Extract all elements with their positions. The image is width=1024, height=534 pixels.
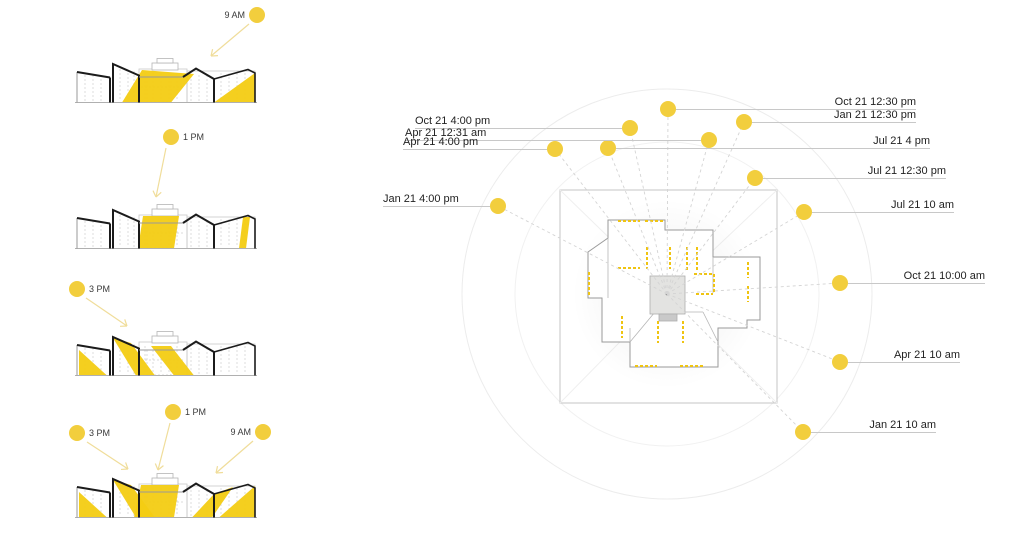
sun-icon xyxy=(69,425,85,441)
sun-icon xyxy=(795,424,811,440)
sun-position-label: Jul 21 12:30 pm xyxy=(867,165,946,177)
building-section-3pm xyxy=(75,331,257,376)
label-leader-line xyxy=(763,178,946,179)
section-time-label: 1 PM xyxy=(183,132,205,142)
building-section-9am xyxy=(75,58,257,103)
sun-position-label: Apr 21 4:00 pm xyxy=(403,136,479,148)
sun-icon xyxy=(490,198,506,214)
sun-position-label: Jan 21 10 am xyxy=(869,419,936,431)
sun-position-label: Oct 21 4:00 pm xyxy=(415,115,491,127)
label-leader-line xyxy=(752,122,916,123)
sun-icon xyxy=(600,140,616,156)
sun-icon xyxy=(622,120,638,136)
sun-position-label: Jul 21 4 pm xyxy=(873,135,930,147)
sun-position-label: Oct 21 10:00 am xyxy=(903,270,985,282)
sun-position-label: Jul 21 10 am xyxy=(891,199,954,211)
label-leader-line xyxy=(405,140,701,141)
label-leader-line xyxy=(676,109,916,110)
label-leader-line xyxy=(812,212,954,213)
sun-icon xyxy=(69,281,85,297)
sun-icon xyxy=(249,7,265,23)
building-section-1pm xyxy=(75,204,257,249)
sun-icon xyxy=(660,101,676,117)
label-leader-line xyxy=(383,206,490,207)
label-leader-line xyxy=(403,149,547,150)
sun-position-label: Oct 21 12:30 pm xyxy=(834,96,916,108)
sun-icon xyxy=(701,132,717,148)
sun-icon xyxy=(165,404,181,420)
label-leader-line xyxy=(415,128,622,129)
sun-position-label: Apr 21 10 am xyxy=(893,349,960,361)
section-time-label: 9 AM xyxy=(224,10,245,20)
sun-icon xyxy=(747,170,763,186)
sun-position-label: Jan 21 4:00 pm xyxy=(383,193,459,205)
building-section-combined xyxy=(75,473,257,518)
sun-icon xyxy=(832,354,848,370)
sun-icon xyxy=(736,114,752,130)
section-time-label: 3 PM xyxy=(89,428,111,438)
section-time-label: 1 PM xyxy=(185,407,207,417)
section-diagrams xyxy=(75,58,257,518)
sun-icon xyxy=(547,141,563,157)
label-leader-line xyxy=(811,432,936,433)
section-time-label: 3 PM xyxy=(89,284,111,294)
label-leader-line xyxy=(848,283,985,284)
label-leader-line xyxy=(616,148,930,149)
leader-lines xyxy=(85,23,841,474)
sun-icon xyxy=(796,204,812,220)
section-time-label: 9 AM xyxy=(230,427,251,437)
sun-icon xyxy=(163,129,179,145)
sun-position-label: Jan 21 12:30 pm xyxy=(834,109,916,121)
sun-icon xyxy=(255,424,271,440)
label-leader-line xyxy=(848,362,960,363)
sun-icon xyxy=(832,275,848,291)
sun-position-label: Apr 21 12:31 am xyxy=(405,127,487,139)
